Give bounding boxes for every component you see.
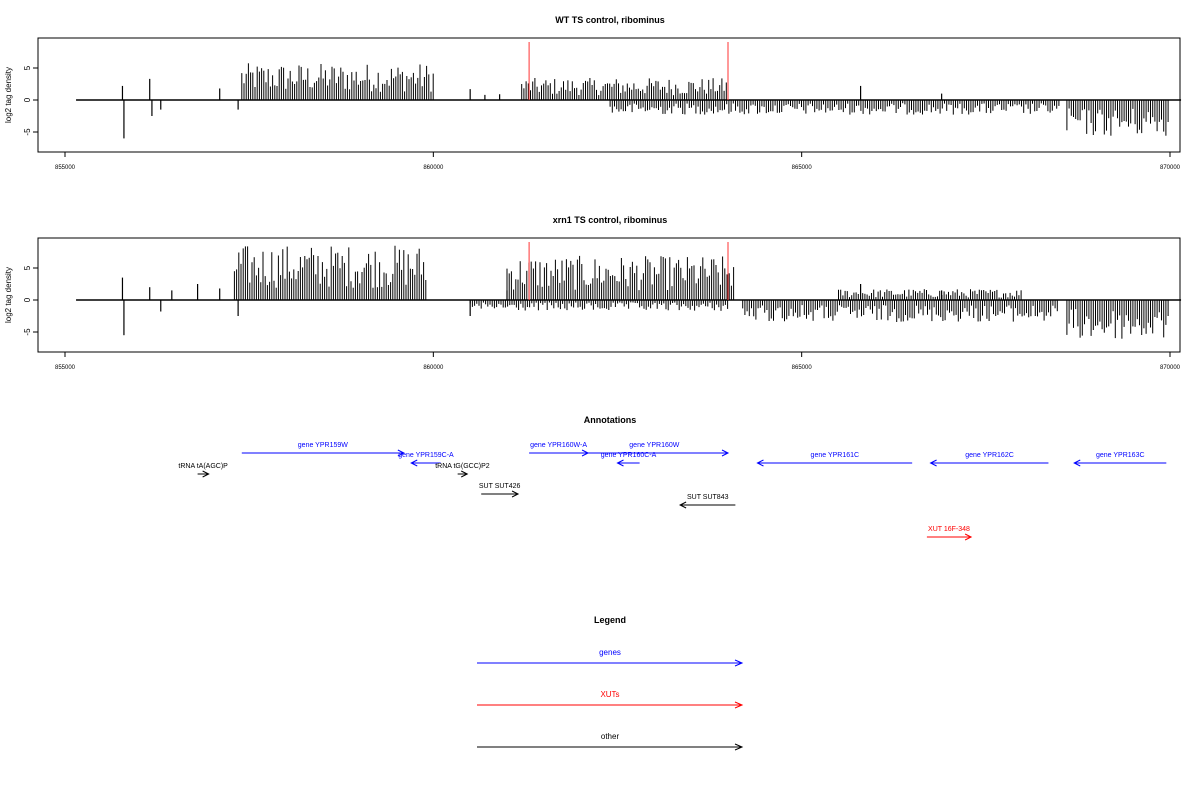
wt-y-axis-label: log2 tag density [4, 67, 13, 123]
wt-x-tick-label: 860000 [423, 165, 444, 171]
feature-gene-ypr159w: gene YPR159W [241, 442, 405, 457]
legend-label-xuts: XUTs [600, 690, 619, 699]
feature-gene-ypr160w-a: gene YPR160W-A [529, 442, 590, 457]
xrn1-density-bars [76, 242, 1182, 339]
wt-panel-title: WT TS control, ribominus [555, 15, 665, 25]
feature-label: gene YPR159W [298, 442, 348, 449]
xrn1-x-tick-label: 855000 [55, 365, 76, 371]
feature-label: gene YPR160W-A [530, 442, 587, 449]
xrn1-y-tick-label: 0 [23, 297, 32, 302]
xrn1-y-tick-label: -5 [23, 328, 32, 336]
feature-sut-sut843: SUT SUT843 [678, 494, 736, 509]
feature-gene-ypr162c: gene YPR162C [929, 452, 1049, 467]
legend-arrowhead-other [734, 743, 744, 751]
legend-label-other: other [601, 732, 620, 741]
legend-title: Legend [594, 615, 626, 625]
feature-xut-16f-348: XUT 16F-348 [926, 526, 973, 541]
xrn1-x-axis: 855000 860000 865000 870000 [55, 352, 1181, 371]
feature-sut-sut426: SUT SUT426 [479, 483, 521, 498]
xrn1-plot-frame [37, 237, 1181, 353]
feature-arrowhead [397, 449, 405, 457]
feature-gene-ypr161c: gene YPR161C [756, 452, 913, 467]
wt-x-tick-label: 865000 [792, 165, 813, 171]
annotation-features: gene YPR159W gene YPR160W-A gene YPR160W ge… [178, 442, 1167, 541]
wt-x-tick-label: 870000 [1160, 165, 1181, 171]
feature-label: SUT SUT843 [687, 494, 729, 501]
feature-label: gene YPR161C [811, 452, 860, 459]
feature-arrowhead [616, 459, 624, 467]
feature-label: gene YPR160C-A [601, 452, 657, 459]
feature-arrowhead [929, 459, 937, 467]
legend-arrowhead-genes [734, 659, 744, 667]
feature-trna-ta-agc-p: tRNA tA(AGC)P [178, 463, 228, 478]
feature-arrowhead [721, 449, 730, 457]
feature-label: gene YPR160W [629, 442, 679, 449]
feature-label: gene YPR163C [1096, 452, 1145, 459]
annotations-title: Annotations [584, 415, 637, 425]
feature-arrowhead [678, 501, 687, 509]
feature-label: tRNA tA(AGC)P [178, 463, 228, 470]
wt-y-tick-label: 0 [23, 97, 32, 102]
feature-gene-ypr159c-a: gene YPR159C-A [398, 452, 454, 467]
feature-arrowhead [756, 459, 764, 467]
legend-arrowhead-xuts [734, 701, 744, 709]
feature-arrowhead [202, 470, 210, 478]
wt-plot-frame [37, 37, 1181, 153]
xrn1-x-tick-label: 865000 [792, 365, 813, 371]
xrn1-x-tick-label: 860000 [423, 365, 444, 371]
xrn1-y-axis: -5 0 5 [23, 265, 38, 336]
legend-label-genes: genes [599, 648, 621, 657]
feature-label: SUT SUT426 [479, 483, 521, 490]
xrn1-density-panel: xrn1 TS control, ribominus log2 tag dens… [4, 215, 1182, 371]
xrn1-x-tick-label: 870000 [1160, 365, 1181, 371]
feature-label: tRNA tG(GCC)P2 [435, 463, 490, 470]
feature-label: gene YPR159C-A [398, 452, 454, 459]
xrn1-y-tick-label: 5 [23, 265, 32, 270]
legend-panel: Legend genes XUTs other [477, 615, 744, 751]
wt-y-axis: -5 0 5 [23, 65, 38, 136]
wt-y-tick-label: -5 [23, 128, 32, 136]
wt-density-bars [76, 42, 1182, 139]
feature-gene-ypr163c: gene YPR163C [1073, 452, 1167, 467]
feature-label: XUT 16F-348 [928, 526, 970, 533]
legend-item-genes: genes [477, 648, 744, 667]
legend-item-xuts: XUTs [477, 690, 744, 709]
legend-item-other: other [477, 732, 744, 751]
xrn1-panel-title: xrn1 TS control, ribominus [553, 215, 668, 225]
feature-trna-tg-gcc-p2: tRNA tG(GCC)P2 [435, 463, 490, 478]
feature-arrowhead [460, 470, 469, 478]
feature-gene-ypr160c-a: gene YPR160C-A [601, 452, 657, 467]
wt-y-tick-label: 5 [23, 65, 32, 70]
feature-arrowhead [1073, 459, 1081, 467]
feature-arrowhead [410, 459, 418, 467]
feature-arrowhead [511, 490, 520, 498]
feature-arrowhead [964, 533, 973, 541]
feature-label: gene YPR162C [965, 452, 1014, 459]
xrn1-y-axis-label: log2 tag density [4, 267, 13, 323]
wt-x-tick-label: 855000 [55, 165, 76, 171]
wt-x-axis: 855000 860000 865000 870000 [55, 152, 1181, 171]
annotations-panel: Annotations gene YPR159W gene YPR160W-A ge… [178, 415, 1167, 541]
feature-gene-ypr160w: gene YPR160W [580, 442, 730, 457]
wt-density-panel: WT TS control, ribominus log2 tag densit… [4, 15, 1182, 171]
